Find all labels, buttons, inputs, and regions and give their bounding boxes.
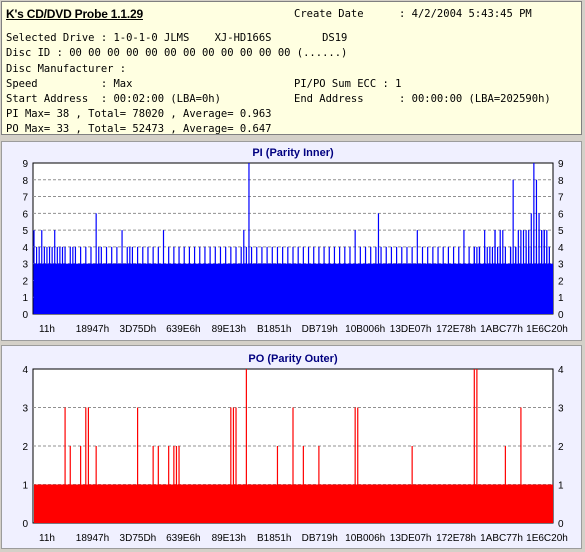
y-tick-label-right: 9: [558, 159, 564, 170]
y-tick-label-left: 1: [22, 481, 28, 492]
y-tick-label-right: 5: [558, 226, 564, 237]
x-tick-label: 13DE07h: [390, 324, 432, 335]
pipo-sum-ecc: PI/PO Sum ECC : 1: [294, 78, 402, 90]
create-date-value: : 4/2/2004 5:43:45 PM: [399, 8, 532, 20]
disc-id: Disc ID : 00 00 00 00 00 00 00 00 00 00 …: [6, 47, 348, 59]
x-tick-label: 89E13h: [212, 533, 246, 544]
x-tick-label: 89E13h: [212, 324, 246, 335]
x-tick-label: 13DE07h: [390, 533, 432, 544]
x-tick-label: 10B006h: [345, 533, 385, 544]
y-tick-label-right: 3: [558, 260, 564, 271]
x-tick-label: 172E78h: [436, 533, 476, 544]
po-stats: PO Max= 33 , Total= 52473 , Average= 0.6…: [6, 123, 272, 135]
y-tick-label-left: 3: [22, 404, 28, 415]
start-address: Start Address : 00:02:00 (LBA=0h): [6, 93, 221, 105]
x-tick-label: 639E6h: [166, 324, 200, 335]
end-address-label: End Address: [294, 93, 364, 105]
x-tick-label: 3D75Dh: [120, 324, 157, 335]
x-tick-label: DB719h: [302, 533, 338, 544]
chart-title: PI (Parity Inner): [252, 147, 334, 159]
x-tick-label: 1ABC77h: [480, 324, 523, 335]
y-tick-label-left: 5: [22, 226, 28, 237]
x-tick-label: 10B006h: [345, 324, 385, 335]
y-tick-label-left: 6: [22, 209, 28, 220]
y-tick-label-left: 2: [22, 442, 28, 453]
x-tick-label: 172E78h: [436, 324, 476, 335]
x-tick-label: 11h: [39, 533, 55, 544]
y-tick-label-left: 8: [22, 176, 28, 187]
selected-drive: Selected Drive : 1-0-1-0 JLMS XJ-HD166S …: [6, 32, 348, 44]
y-tick-label-left: 7: [22, 193, 28, 204]
x-tick-label: 11h: [39, 324, 55, 335]
po-chart-panel: PO (Parity Outer) 0 0 1 1 2 2 3 3 4 4 11h 18947h 3D75…: [1, 345, 582, 549]
y-tick-label-right: 1: [558, 293, 564, 304]
y-tick-label-right: 2: [558, 442, 564, 453]
x-tick-label: 1E6C20h: [526, 533, 568, 544]
x-tick-label: 1ABC77h: [480, 533, 523, 544]
x-tick-label: 1E6C20h: [526, 324, 568, 335]
y-tick-label-right: 7: [558, 193, 564, 204]
pi-chart-panel: PI (Parity Inner) 0 0 1 1 2 2 3 3 4 4 5 5 6 6 7 7 8 8 9 9 11h…: [1, 141, 582, 341]
y-tick-label-left: 0: [22, 310, 28, 321]
app-title: K's CD/DVD Probe 1.1.29: [6, 7, 143, 21]
speed: Speed : Max: [6, 78, 133, 90]
y-tick-label-right: 3: [558, 404, 564, 415]
y-tick-label-left: 3: [22, 260, 28, 271]
x-tick-label: 18947h: [76, 533, 109, 544]
disc-manufacturer: Disc Manufacturer :: [6, 63, 127, 75]
y-tick-label-left: 4: [22, 365, 28, 376]
x-tick-label: DB719h: [302, 324, 338, 335]
y-tick-label-right: 4: [558, 243, 564, 254]
chart-title: PO (Parity Outer): [248, 353, 338, 365]
pi-chart: PI (Parity Inner) 0 0 1 1 2 2 3 3 4 4 5 5 6 6 7 7 8 8 9 9 11h…: [22, 147, 568, 335]
y-tick-label-left: 0: [22, 519, 28, 530]
x-tick-label: 3D75Dh: [120, 533, 157, 544]
y-tick-label-right: 1: [558, 481, 564, 492]
y-tick-label-right: 0: [558, 519, 564, 530]
y-tick-label-right: 4: [558, 365, 564, 376]
y-tick-label-right: 6: [558, 209, 564, 220]
y-tick-label-left: 1: [22, 293, 28, 304]
x-tick-label: 639E6h: [166, 533, 200, 544]
x-tick-label: 18947h: [76, 324, 109, 335]
x-tick-label: B1851h: [257, 533, 291, 544]
y-tick-label-right: 2: [558, 276, 564, 287]
pi-stats: PI Max= 38 , Total= 78020 , Average= 0.9…: [6, 108, 272, 120]
y-tick-label-right: 0: [558, 310, 564, 321]
end-address-value: : 00:00:00 (LBA=202590h): [399, 93, 551, 105]
x-tick-label: B1851h: [257, 324, 291, 335]
po-chart: PO (Parity Outer) 0 0 1 1 2 2 3 3 4 4 11h 18947h 3D75…: [22, 353, 568, 544]
y-tick-label-left: 4: [22, 243, 28, 254]
y-tick-label-right: 8: [558, 176, 564, 187]
y-tick-label-left: 9: [22, 159, 28, 170]
y-tick-label-left: 2: [22, 276, 28, 287]
create-date-label: Create Date: [294, 8, 364, 20]
info-panel: K's CD/DVD Probe 1.1.29 Create Date : 4/…: [1, 1, 582, 135]
